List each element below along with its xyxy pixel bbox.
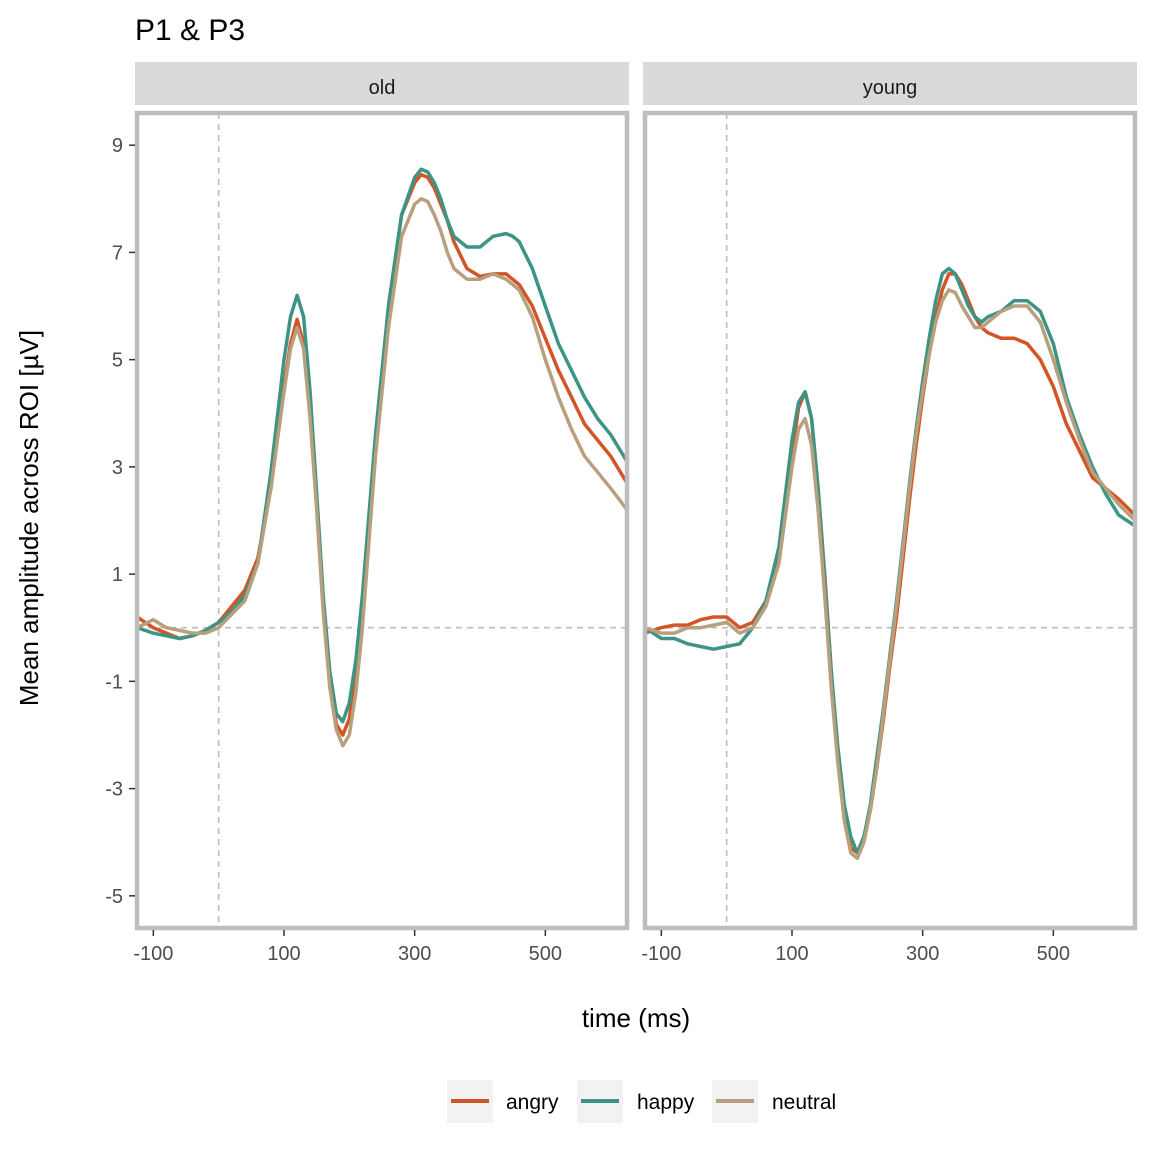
panel-strip-label: young — [863, 77, 918, 99]
panel-strip — [643, 62, 1137, 105]
legend-item-angry: angry — [447, 1080, 559, 1123]
y-tick-label: -3 — [105, 779, 123, 801]
series-line-angry — [645, 272, 1135, 855]
x-tick-label: 100 — [775, 943, 808, 965]
x-tick-label: -100 — [133, 943, 173, 965]
x-tick-label: 500 — [1037, 943, 1070, 965]
chart-title: P1 & P3 — [135, 14, 245, 47]
y-tick-label: -5 — [105, 886, 123, 908]
legend-label-angry: angry — [506, 1091, 559, 1114]
panel-strip — [135, 62, 629, 105]
legend-label-happy: happy — [637, 1091, 695, 1114]
panel-border — [134, 110, 630, 931]
legend-label-neutral: neutral — [772, 1091, 836, 1114]
series-line-happy — [137, 167, 627, 724]
y-tick-label: 1 — [112, 564, 123, 586]
panel-strip-label: old — [369, 77, 396, 99]
series-line-happy — [645, 266, 1135, 855]
y-tick-label: 7 — [112, 242, 123, 264]
y-tick-label: -1 — [105, 671, 123, 693]
legend: angry happy neutral — [447, 1080, 836, 1123]
series-line-neutral — [137, 197, 627, 748]
panel-young: young -100 100 300 500 — [641, 62, 1138, 965]
x-tick-label: 300 — [906, 943, 939, 965]
y-tick-label: 3 — [112, 457, 123, 479]
x-tick-label: 100 — [267, 943, 300, 965]
x-tick-label: -100 — [641, 943, 681, 965]
x-axis-title: time (ms) — [582, 1003, 690, 1033]
x-tick-label: 300 — [398, 943, 431, 965]
x-tick-label: 500 — [529, 943, 562, 965]
panel-border — [642, 110, 1138, 931]
y-tick-label: 9 — [112, 135, 123, 157]
series-line-angry — [137, 172, 627, 737]
legend-item-happy: happy — [577, 1080, 695, 1123]
legend-item-neutral: neutral — [712, 1080, 836, 1123]
y-tick-label: 5 — [112, 350, 123, 372]
y-axis-title: Mean amplitude across ROI [µV] — [14, 330, 44, 706]
series-line-neutral — [645, 288, 1135, 861]
panel-old: old -100 100 300 500 -5 -3 -1 1 3 5 7 9 — [105, 62, 630, 965]
